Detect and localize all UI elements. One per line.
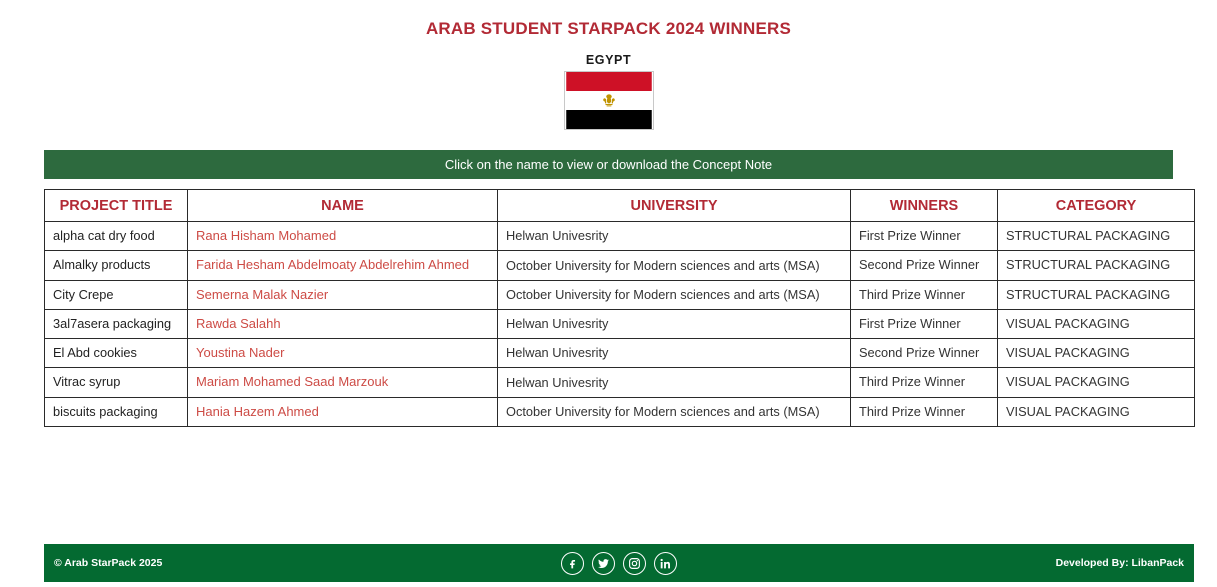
notice-text: Click on the name to view or download th… — [444, 157, 773, 172]
winner-category: VISUAL PACKAGING — [997, 396, 1195, 427]
winner-name-link[interactable]: Mariam Mohamed Saad Marzouk — [187, 367, 498, 398]
winner-project-title: alpha cat dry food — [44, 220, 188, 252]
winner-project-title: El Abd cookies — [44, 337, 188, 369]
winner-name-link[interactable]: Rawda Salahh — [187, 308, 498, 340]
winner-prize: Third Prize Winner — [850, 367, 998, 398]
winner-category: STRUCTURAL PACKAGING — [997, 250, 1195, 281]
table-row: Almalky products Farida Hesham Abdelmoaty… — [44, 250, 1195, 281]
winner-category: STRUCTURAL PACKAGING — [997, 220, 1195, 252]
table-row: 3al7asera packaging Rawda Salahh Helwan Un… — [44, 308, 1195, 340]
winner-name-link[interactable]: Youstina Nader — [187, 337, 498, 369]
instagram-icon[interactable] — [623, 551, 646, 575]
winner-prize: Third Prize Winner — [850, 396, 998, 427]
country-name: EGYPT — [585, 53, 632, 67]
winner-prize: First Prize Winner — [850, 220, 998, 252]
column-header-project-title: PROJECT TITLE — [44, 189, 188, 222]
column-header-name: NAME — [187, 189, 498, 222]
winner-prize: Second Prize Winner — [850, 250, 998, 281]
linkedin-icon[interactable] — [654, 551, 677, 575]
footer-copyright: © Arab StarPack 2025 — [54, 557, 163, 569]
winner-name-link[interactable]: Rana Hisham Mohamed — [187, 220, 498, 252]
page-title: ARAB STUDENT STARPACK 2024 WINNERS — [425, 19, 792, 38]
winner-university: Helwan Univesrity — [497, 308, 851, 340]
winner-university: October University for Modern sciences a… — [497, 279, 851, 310]
concept-note-notice: Click on the name to view or download th… — [44, 150, 1173, 179]
winner-project-title: City Crepe — [44, 279, 188, 310]
winner-project-title: 3al7asera packaging — [44, 308, 188, 340]
social-links — [44, 551, 1194, 575]
winner-university: Helwan Univesrity — [497, 337, 851, 369]
table-row: alpha cat dry food Rana Hisham Mohamed Hel… — [44, 220, 1195, 252]
egypt-flag-icon — [563, 71, 654, 130]
winner-university: October University for Modern sciences a… — [497, 396, 851, 427]
winner-prize: Third Prize Winner — [850, 279, 998, 310]
winner-name-link[interactable]: Semerna Malak Nazier — [187, 279, 498, 310]
winner-project-title: biscuits packaging — [44, 396, 188, 427]
winner-category: STRUCTURAL PACKAGING — [997, 279, 1195, 310]
winner-project-title: Almalky products — [44, 250, 188, 281]
winner-university: Helwan Univesrity — [497, 367, 851, 398]
winner-prize: First Prize Winner — [850, 308, 998, 340]
column-header-university: UNIVERSITY — [497, 189, 851, 222]
footer-developed-by: Developed By: LibanPack — [1055, 557, 1184, 569]
table-row: Vitrac syrup Mariam Mohamed Saad Marzouk H… — [44, 367, 1195, 398]
country-block: EGYPT — [0, 53, 1217, 130]
table-row: biscuits packaging Hania Hazem Ahmed Octob… — [44, 396, 1195, 427]
page-footer: © Arab StarPack 2025 Developed By: Liban… — [44, 544, 1194, 582]
winner-category: VISUAL PACKAGING — [997, 308, 1195, 340]
winner-prize: Second Prize Winner — [850, 337, 998, 369]
table-header-row: PROJECT TITLE NAME UNIVERSITY WINNERS CA… — [44, 189, 1195, 222]
twitter-icon[interactable] — [592, 551, 615, 575]
column-header-category: CATEGORY — [997, 189, 1195, 222]
winner-category: VISUAL PACKAGING — [997, 367, 1195, 398]
winner-project-title: Vitrac syrup — [44, 367, 188, 398]
table-row: City Crepe Semerna Malak Nazier October Un… — [44, 279, 1195, 310]
facebook-icon[interactable] — [561, 551, 584, 575]
winner-name-link[interactable]: Hania Hazem Ahmed — [187, 396, 498, 427]
winner-university: Helwan Univesrity — [497, 220, 851, 252]
winners-table-body: alpha cat dry food Rana Hisham Mohamed Hel… — [44, 220, 1195, 427]
winner-university: October University for Modern sciences a… — [497, 250, 851, 281]
column-header-winners: WINNERS — [850, 189, 998, 222]
winners-table: PROJECT TITLE NAME UNIVERSITY WINNERS CA… — [44, 189, 1195, 427]
winner-category: VISUAL PACKAGING — [997, 337, 1195, 369]
table-row: El Abd cookies Youstina Nader Helwan Unive… — [44, 337, 1195, 369]
winners-table-wrap: PROJECT TITLE NAME UNIVERSITY WINNERS CA… — [44, 189, 1195, 427]
winner-name-link[interactable]: Farida Hesham Abdelmoaty Abdelrehim Ahme… — [187, 250, 498, 281]
